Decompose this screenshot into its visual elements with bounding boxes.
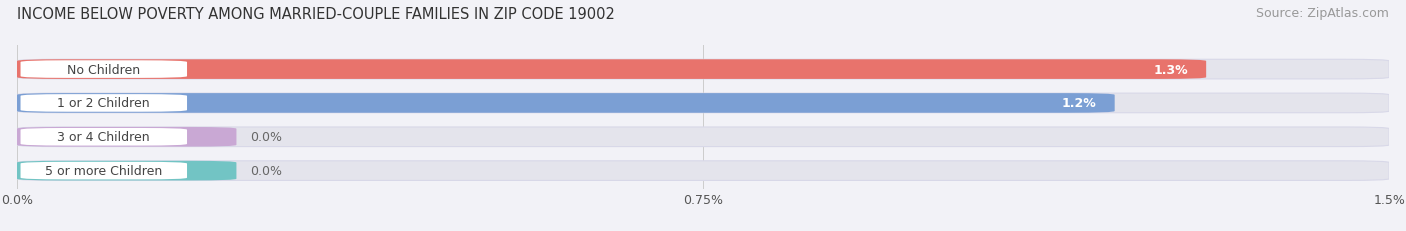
FancyBboxPatch shape [21, 95, 187, 112]
Text: No Children: No Children [67, 63, 141, 76]
Text: 0.0%: 0.0% [250, 131, 283, 144]
FancyBboxPatch shape [17, 128, 236, 147]
FancyBboxPatch shape [17, 94, 1389, 113]
Text: 5 or more Children: 5 or more Children [45, 164, 163, 177]
Text: 0.0%: 0.0% [250, 164, 283, 177]
FancyBboxPatch shape [17, 60, 1206, 79]
Text: Source: ZipAtlas.com: Source: ZipAtlas.com [1256, 7, 1389, 20]
FancyBboxPatch shape [17, 60, 1389, 79]
FancyBboxPatch shape [17, 161, 236, 181]
FancyBboxPatch shape [21, 162, 187, 180]
Text: 1.2%: 1.2% [1062, 97, 1097, 110]
FancyBboxPatch shape [17, 161, 1389, 181]
Text: INCOME BELOW POVERTY AMONG MARRIED-COUPLE FAMILIES IN ZIP CODE 19002: INCOME BELOW POVERTY AMONG MARRIED-COUPL… [17, 7, 614, 22]
Text: 1 or 2 Children: 1 or 2 Children [58, 97, 150, 110]
Text: 3 or 4 Children: 3 or 4 Children [58, 131, 150, 144]
FancyBboxPatch shape [21, 61, 187, 79]
FancyBboxPatch shape [17, 128, 1389, 147]
FancyBboxPatch shape [21, 128, 187, 146]
FancyBboxPatch shape [17, 94, 1115, 113]
Text: 1.3%: 1.3% [1153, 63, 1188, 76]
